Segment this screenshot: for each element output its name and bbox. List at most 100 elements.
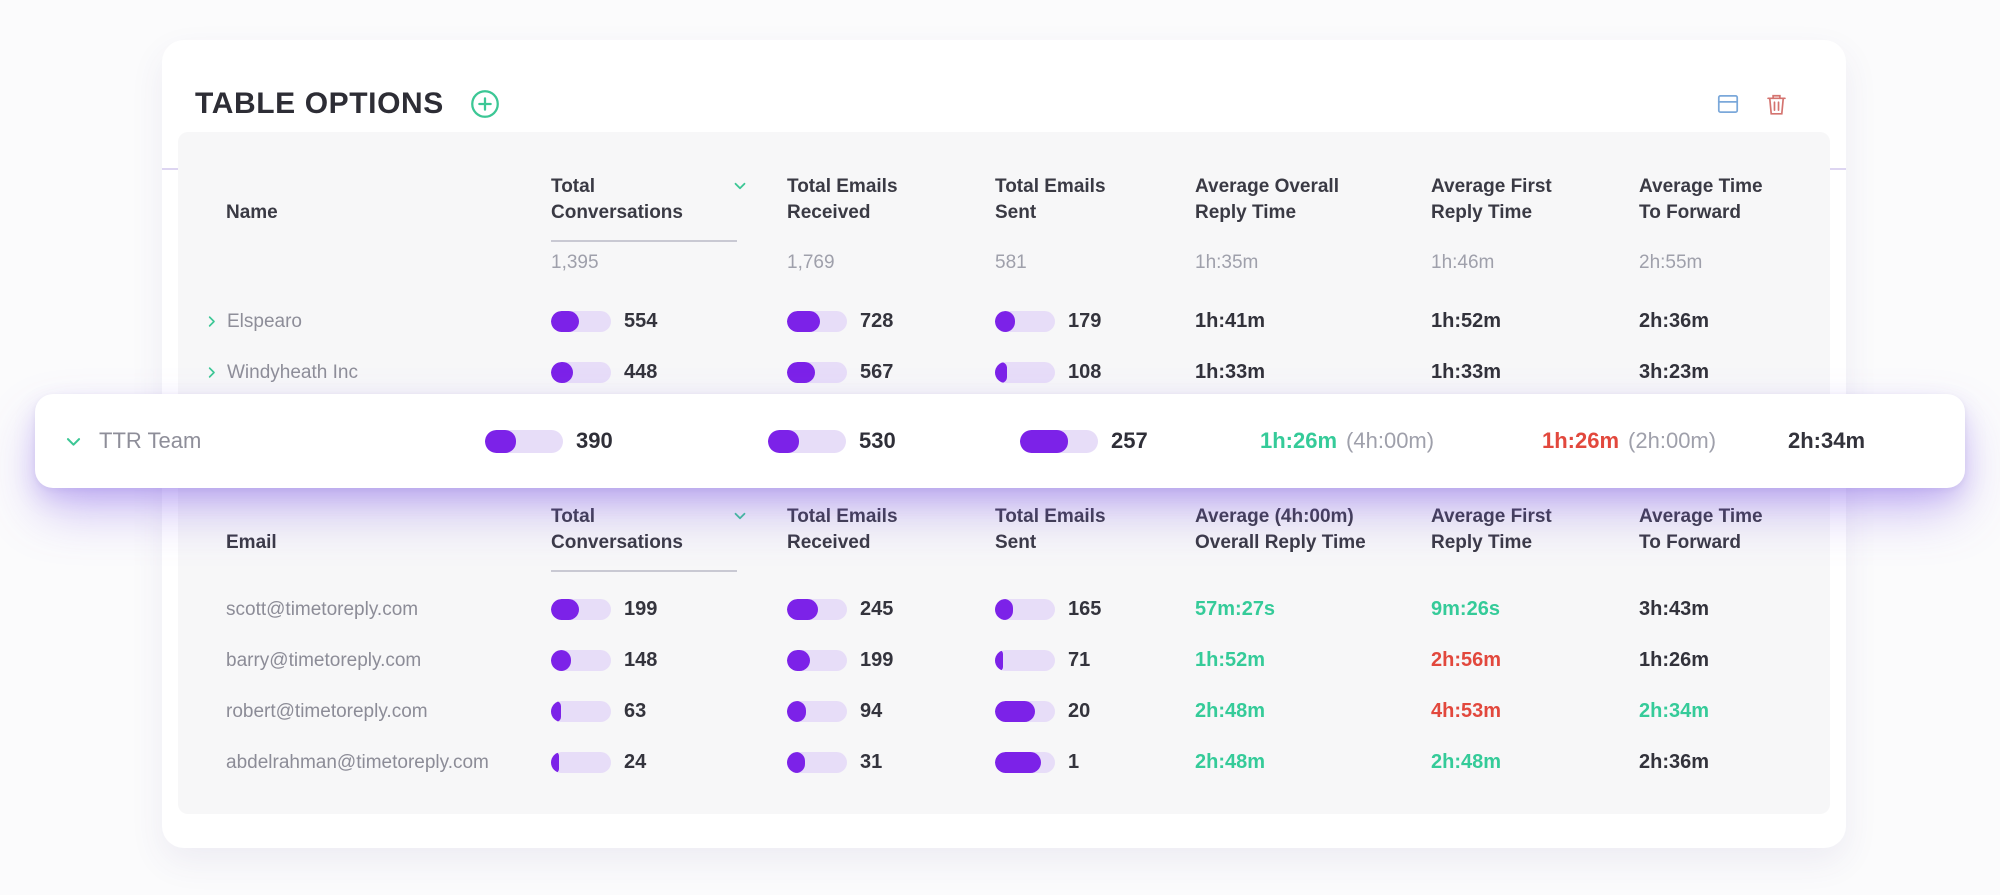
sent-cell: 20 xyxy=(995,700,1195,723)
table-layout-button[interactable] xyxy=(1715,91,1741,117)
progress-bar xyxy=(551,311,611,332)
table-row[interactable]: scott@timetoreply.com 199 245 165 57m:27… xyxy=(178,584,1830,635)
progress-bar xyxy=(995,599,1055,620)
team-row-card[interactable]: TTR Team 390 530 257 1h:26m (4h:00m) 1h:… xyxy=(35,394,1965,488)
forward-value: 2h:36m xyxy=(1639,310,1710,332)
company-name: Windyheath Inc xyxy=(227,361,358,383)
chevron-right-icon[interactable] xyxy=(204,365,219,380)
avg-overall-cell: 2h:48m xyxy=(1195,751,1431,774)
avg-overall-cell: 1h:41m xyxy=(1195,310,1431,333)
table-row[interactable]: Windyheath Inc 448 567 108 1h:33m xyxy=(178,347,1830,398)
email-label: robert@timetoreply.com xyxy=(226,700,428,722)
header-line: Total xyxy=(551,176,595,197)
chevron-right-icon[interactable] xyxy=(204,314,219,329)
column-header-total-received: Total Emails Received xyxy=(787,174,995,226)
sent-value: 71 xyxy=(1068,649,1091,671)
avg-first-cell: 9m:26s xyxy=(1431,598,1639,621)
avg-first-value: 1h:33m xyxy=(1431,361,1502,383)
avg-overall-value: 57m:27s xyxy=(1195,598,1276,620)
avg-overall-cell: 1h:33m xyxy=(1195,361,1431,384)
page-title: TABLE OPTIONS xyxy=(195,87,444,120)
avg-overall-value: 1h:33m xyxy=(1195,361,1266,383)
header-line: To Forward xyxy=(1639,202,1742,223)
column-header-avg-first: Average First Reply Time xyxy=(1431,174,1639,226)
conversations-value: 390 xyxy=(576,428,613,453)
avg-overall-value: 1h:41m xyxy=(1195,310,1266,332)
sent-value: 179 xyxy=(1068,310,1102,332)
forward-value: 3h:23m xyxy=(1639,361,1710,383)
header-line: Received xyxy=(787,202,871,223)
add-column-button[interactable] xyxy=(468,87,502,121)
forward-cell: 3h:23m xyxy=(1639,361,1830,384)
email-label: barry@timetoreply.com xyxy=(226,649,422,671)
members-table-header: Email Total Conversations Total Emails R… xyxy=(178,500,1830,572)
sent-cell: 165 xyxy=(995,598,1195,621)
column-header-forward: Average Time To Forward xyxy=(1639,504,1830,556)
table-row[interactable]: abdelrahman@timetoreply.com 24 31 1 2h:4… xyxy=(178,737,1830,788)
avg-first-value: 4h:53m xyxy=(1431,700,1502,722)
summary-avg-first: 1h:46m xyxy=(1431,252,1495,273)
progress-bar xyxy=(787,599,847,620)
email-cell: barry@timetoreply.com xyxy=(178,650,551,672)
summary-received: 1,769 xyxy=(787,252,835,273)
chevron-down-icon[interactable] xyxy=(731,177,749,203)
avg-overall-value: 2h:48m xyxy=(1195,700,1266,722)
email-label: scott@timetoreply.com xyxy=(226,598,419,620)
forward-cell: 1h:26m xyxy=(1639,649,1830,672)
team-name: TTR Team xyxy=(99,428,202,453)
received-cell: 94 xyxy=(787,700,995,723)
avg-first-cell: 1h:26m (2h:00m) xyxy=(1542,428,1788,454)
avg-first-cell: 1h:52m xyxy=(1431,310,1639,333)
sent-value: 1 xyxy=(1068,751,1080,773)
progress-bar xyxy=(995,362,1055,383)
chevron-down-icon[interactable] xyxy=(64,432,83,451)
header-line: Conversations xyxy=(551,202,683,223)
forward-value: 2h:34m xyxy=(1788,428,1866,453)
table-row[interactable]: Elspearo 554 728 179 1h:41m xyxy=(178,296,1830,347)
column-header-total-conversations[interactable]: Total Conversations xyxy=(551,504,787,572)
email-label: abdelrahman@timetoreply.com xyxy=(226,751,489,773)
team-name-cell: TTR Team xyxy=(35,428,485,454)
table-layout-icon xyxy=(1717,95,1739,113)
column-header-total-conversations[interactable]: Total Conversations xyxy=(551,174,787,242)
delete-table-button[interactable] xyxy=(1763,90,1790,119)
sent-cell: 108 xyxy=(995,361,1195,384)
conversations-cell: 448 xyxy=(551,361,787,384)
header-actions xyxy=(1715,90,1790,119)
progress-bar xyxy=(787,650,847,671)
avg-first-value: 2h:56m xyxy=(1431,649,1502,671)
header-line: Sent xyxy=(995,202,1037,223)
progress-bar xyxy=(995,311,1055,332)
column-header-avg-overall: Average (4h:00m) Overall Reply Time xyxy=(1195,504,1431,556)
company-name-cell: Windyheath Inc xyxy=(178,362,551,384)
header-line: Total Emails xyxy=(995,506,1106,527)
forward-cell: 2h:36m xyxy=(1639,751,1830,774)
email-cell: robert@timetoreply.com xyxy=(178,701,551,723)
forward-cell: 2h:36m xyxy=(1639,310,1830,333)
conversations-value: 148 xyxy=(624,649,658,671)
table-row[interactable]: barry@timetoreply.com 148 199 71 1h:52m xyxy=(178,635,1830,686)
progress-bar xyxy=(551,599,611,620)
sent-value: 165 xyxy=(1068,598,1102,620)
sent-value: 20 xyxy=(1068,700,1091,722)
column-header-total-sent: Total Emails Sent xyxy=(995,504,1195,556)
chevron-down-icon[interactable] xyxy=(731,507,749,533)
members-rows: scott@timetoreply.com 199 245 165 57m:27… xyxy=(178,584,1830,788)
members-table: Email Total Conversations Total Emails R… xyxy=(178,500,1830,788)
forward-value: 2h:34m xyxy=(1639,700,1710,722)
avg-first-cell: 2h:48m xyxy=(1431,751,1639,774)
progress-bar xyxy=(995,701,1055,722)
header-line: Total Emails xyxy=(995,176,1106,197)
progress-bar xyxy=(1020,429,1098,453)
sent-value: 108 xyxy=(1068,361,1102,383)
progress-bar xyxy=(787,701,847,722)
avg-first-value: 9m:26s xyxy=(1431,598,1500,620)
avg-first-cell: 4h:53m xyxy=(1431,700,1639,723)
progress-bar xyxy=(995,650,1055,671)
received-value: 199 xyxy=(860,649,894,671)
conversations-cell: 63 xyxy=(551,700,787,723)
table-row[interactable]: robert@timetoreply.com 63 94 20 2h:48m xyxy=(178,686,1830,737)
avg-first-value: 1h:52m xyxy=(1431,310,1502,332)
header-line: Reply Time xyxy=(1195,202,1297,223)
